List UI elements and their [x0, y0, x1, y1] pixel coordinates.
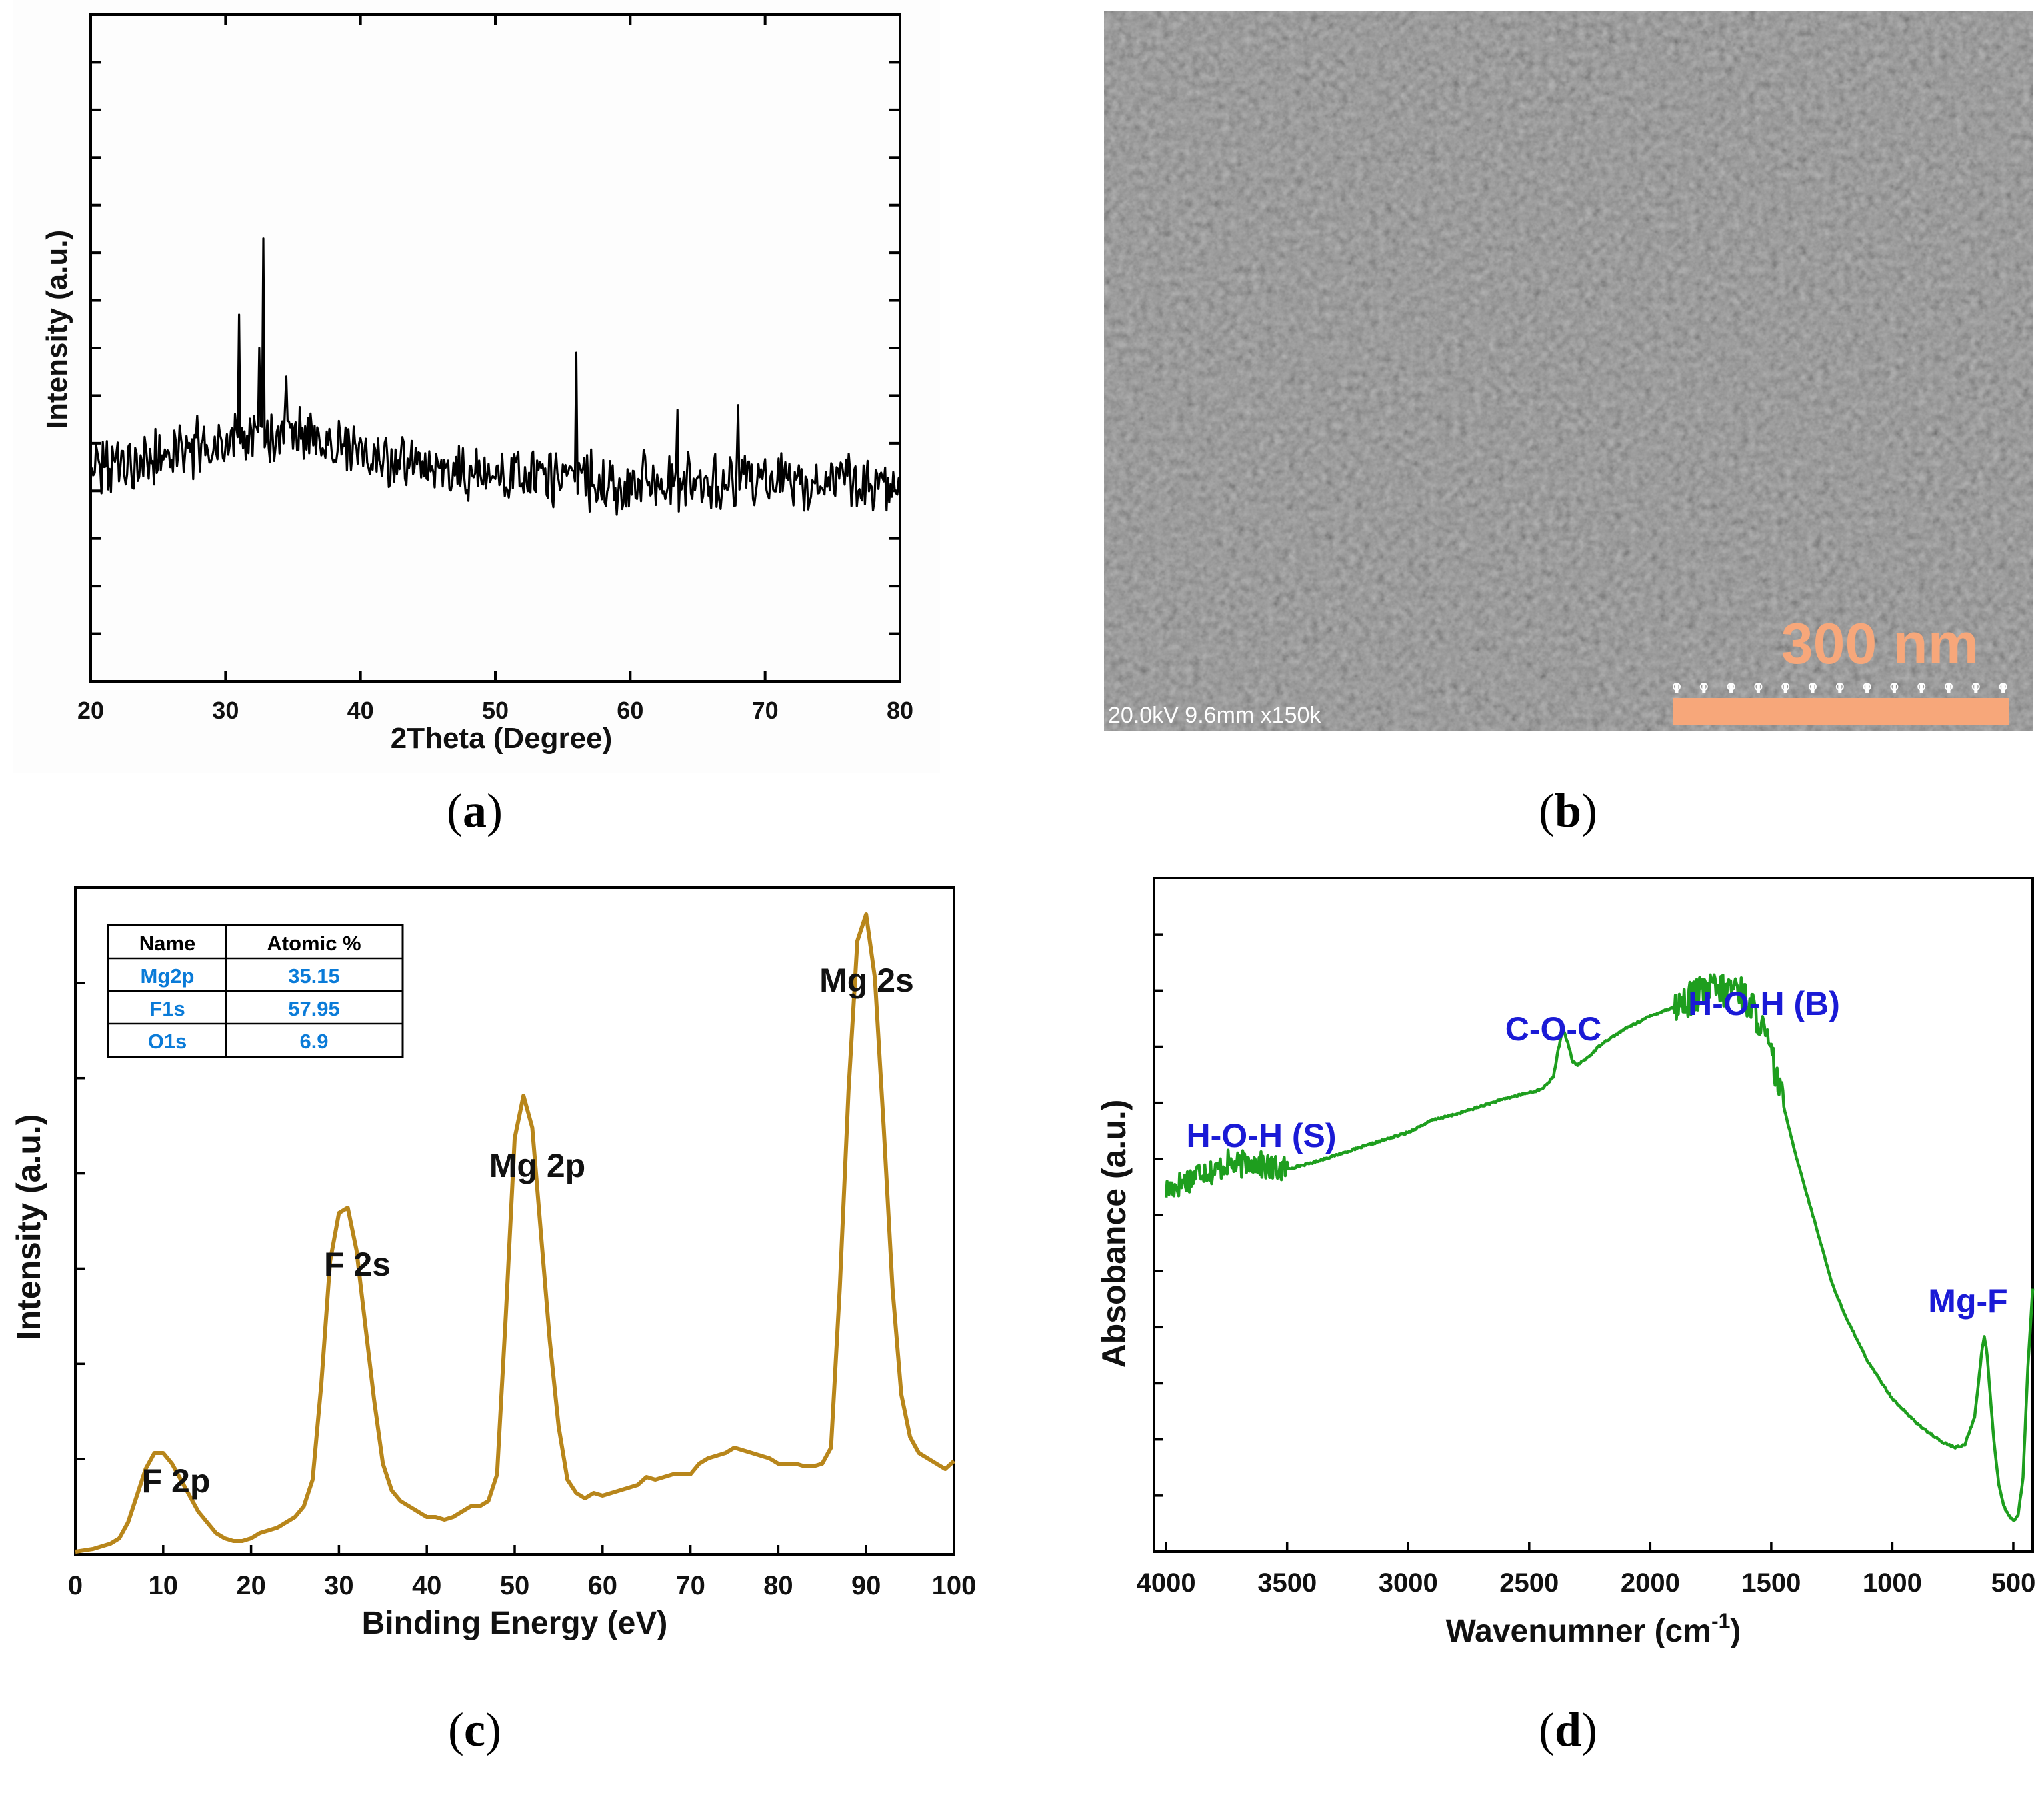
xps-series-line: [75, 912, 956, 1554]
x-tick-label: 40: [412, 1571, 442, 1600]
x-tick-label: 60: [617, 697, 643, 724]
x-tick-label: 500: [1991, 1568, 2036, 1598]
x-tick-label: 100: [932, 1571, 977, 1600]
table-cell-name: Mg2p: [141, 964, 195, 988]
scale-tick-dot: [1945, 683, 1953, 691]
x-tick-label: 10: [149, 1571, 179, 1600]
x-tick-label: 2500: [1499, 1568, 1559, 1598]
x-tick-label: 30: [212, 697, 239, 724]
plot-frame: [1153, 877, 2034, 1553]
panel-c: 0 10 20 30 40 50 60 70 80 90 100 Binding Energy (e…: [10, 886, 977, 1756]
table-header-atomic: Atomic %: [267, 932, 361, 955]
x-tick-label: 3500: [1257, 1568, 1317, 1598]
xrd-plot: 20 30 40 50 60 70 80: [77, 13, 913, 724]
peak-label-f2p: F 2p: [142, 1462, 211, 1500]
xps-plot: 0 10 20 30 40 50 60 70 80 90 100: [68, 886, 977, 1600]
panel-a-background: [13, 0, 940, 773]
scale-tick-dot: [1971, 683, 1980, 691]
scale-tick-dot: [1673, 683, 1681, 691]
ftir-y-axis-title: Absobance (a.u.): [1095, 1100, 1133, 1368]
x-tick-label: 4000: [1137, 1568, 1196, 1598]
table-cell-name: O1s: [148, 1030, 187, 1053]
peak-label-mg2s: Mg 2s: [819, 962, 914, 999]
panel-c-label: (c): [448, 1703, 501, 1756]
x-tick-label: 3000: [1379, 1568, 1438, 1598]
xrd-series-line: [89, 237, 901, 516]
panel-d: 4000 3500 3000 2500 2000 1500 1000 500 Wavenumn…: [1095, 877, 2036, 1756]
x-tick-label: 30: [324, 1571, 354, 1600]
peak-label-f2s: F 2s: [324, 1246, 391, 1283]
x-tick-label: 20: [77, 697, 104, 724]
scale-bar: [1673, 698, 2009, 725]
xps-y-axis-title: Intensity (a.u.): [10, 1114, 47, 1340]
ftir-plot: 4000 3500 3000 2500 2000 1500 1000 500: [1137, 877, 2036, 1598]
table-header-name: Name: [139, 932, 195, 955]
sem-image-texture: [1104, 11, 2033, 731]
panel-a: 20 30 40 50 60 70 80 2Theta (Degree) Intensity…: [13, 0, 940, 837]
band-label-mgf: Mg-F: [1928, 1282, 2007, 1320]
x-tick-label: 2000: [1621, 1568, 1680, 1598]
xps-x-axis-title: Binding Energy (eV): [362, 1606, 668, 1641]
scale-tick-dot: [1727, 683, 1735, 691]
table-cell-value: 35.15: [288, 964, 340, 988]
x-tick-label: 60: [588, 1571, 618, 1600]
x-tick-label: 90: [851, 1571, 881, 1600]
x-tick-label: 70: [675, 1571, 705, 1600]
scale-tick-dot: [1699, 683, 1708, 691]
panel-d-label: (d): [1539, 1703, 1597, 1756]
xrd-x-axis-title: 2Theta (Degree): [391, 722, 613, 755]
x-tick-label: 80: [763, 1571, 793, 1600]
band-label-hoh-b: H-O-H (B): [1688, 985, 1840, 1022]
ftir-x-axis-title: Wavenumner (cm-1): [1446, 1609, 1741, 1649]
band-label-hoh-s: H-O-H (S): [1187, 1117, 1337, 1154]
scale-tick-dot: [1863, 683, 1871, 691]
scale-tick-dot: [1835, 683, 1844, 691]
x-tick-label: 1500: [1741, 1568, 1801, 1598]
panel-a-label: (a): [447, 784, 503, 837]
x-tick-label: 80: [887, 697, 913, 724]
x-tick-label: 40: [347, 697, 374, 724]
x-tick-label: 0: [68, 1571, 83, 1600]
table-cell-value: 6.9: [299, 1030, 328, 1053]
peak-label-mg2p: Mg 2p: [489, 1147, 585, 1184]
ftir-series-line: [1164, 973, 2035, 1522]
sem-image-tint: [1104, 11, 2033, 731]
panel-b-label: (b): [1539, 784, 1597, 837]
x-tick-label: 1000: [1863, 1568, 1922, 1598]
scale-tick-dot: [1809, 683, 1817, 691]
scale-tick-dot: [1890, 683, 1899, 691]
x-tick-label: 50: [482, 697, 509, 724]
xrd-y-axis-title: Intensity (a.u.): [41, 230, 73, 429]
scale-tick-dot: [1781, 683, 1790, 691]
table-cell-name: F1s: [149, 997, 185, 1020]
panel-b: 20.0kV 9.6mm x150k 300 nm (b): [1104, 11, 2033, 837]
x-tick-label: 20: [236, 1571, 266, 1600]
x-tick-label: 50: [500, 1571, 530, 1600]
band-label-coc: C-O-C: [1505, 1010, 1601, 1048]
sem-info-text: 20.0kV 9.6mm x150k: [1108, 703, 1321, 728]
scale-bar-ticks: [1673, 683, 2007, 693]
atomic-table: Name Atomic % Mg2p 35.15 F1s 57.95 O1s 6…: [107, 924, 404, 1058]
scale-tick-dot: [1917, 683, 1926, 691]
scale-bar-label: 300 nm: [1781, 612, 1979, 676]
table-cell-value: 57.95: [288, 997, 340, 1020]
scale-tick-dot: [1754, 683, 1763, 691]
x-tick-label: 70: [752, 697, 779, 724]
scale-tick-dot: [1999, 683, 2007, 691]
